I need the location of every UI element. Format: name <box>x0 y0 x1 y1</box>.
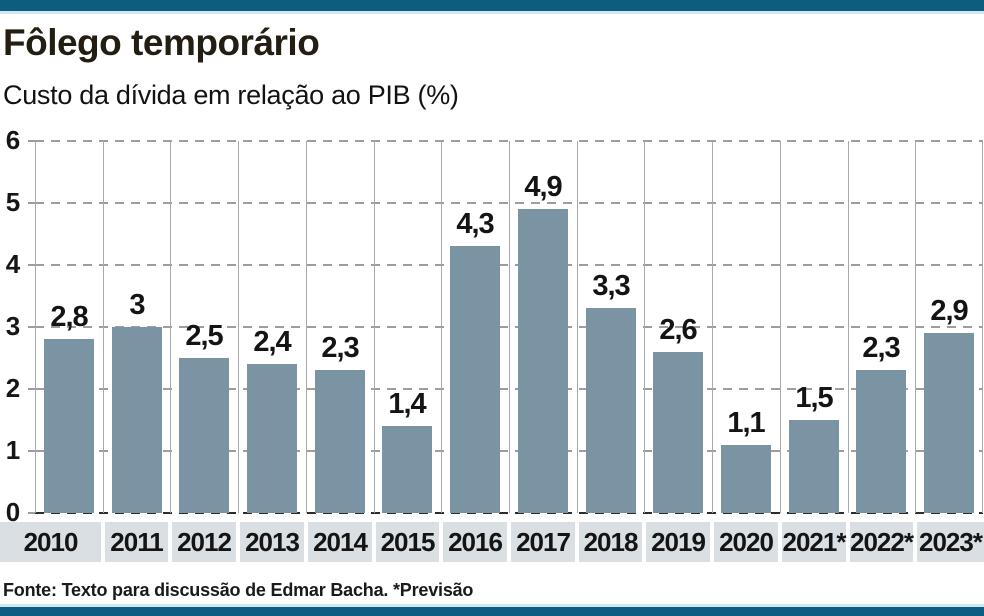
column-separator-line <box>780 141 781 513</box>
column-separator-line <box>170 141 171 513</box>
y-axis-label: 1 <box>5 435 21 465</box>
x-axis-label-2021: 2021* <box>782 522 846 562</box>
y-tick <box>28 512 35 514</box>
x-axis-label-2011: 2011 <box>105 522 168 562</box>
bar-value-label: 4,9 <box>524 171 562 203</box>
y-axis-label: 3 <box>5 311 21 341</box>
bar-value-label: 1,4 <box>388 388 426 420</box>
bar-2022 <box>856 370 906 513</box>
chart-subtitle: Custo da dívida em relação ao PIB (%) <box>3 80 459 110</box>
bar-2017 <box>518 209 568 513</box>
y-tick <box>28 140 35 142</box>
y-axis-label: 4 <box>5 249 21 279</box>
x-axis-label-2022: 2022* <box>850 522 914 562</box>
bar-2014 <box>315 370 365 513</box>
column-separator-line <box>644 141 645 513</box>
x-axis-label-2017: 2017 <box>511 522 575 562</box>
bar-2023 <box>924 333 974 513</box>
column-separator-line <box>509 141 510 513</box>
x-axis-label-2019: 2019 <box>646 522 710 562</box>
bar-2011 <box>112 327 162 513</box>
chart-title: Fôlego temporário <box>3 22 320 63</box>
x-axis-label-2012: 2012 <box>172 522 236 562</box>
column-separator-line <box>238 141 239 513</box>
bar-value-label: 2,5 <box>185 320 223 352</box>
y-axis-label: 5 <box>5 187 21 217</box>
y-axis-line <box>35 141 36 513</box>
source-note: Fonte: Texto para discussão de Edmar Bac… <box>3 580 474 600</box>
bar-value-label: 1,1 <box>727 407 765 439</box>
column-separator-line <box>103 141 104 513</box>
bar-value-label: 1,5 <box>795 382 833 414</box>
plot-area: 0 1 2 3 4 5 6 2,8 3 2,5 2,4 2,3 1,4 4,3 4,9 3,3 2,6 1,1 1,… <box>6 125 983 527</box>
bar-2020 <box>721 445 771 513</box>
column-separator-line <box>441 141 442 513</box>
x-axis-label-2016: 2016 <box>443 522 507 562</box>
y-tick <box>28 450 35 452</box>
column-separator-line <box>577 141 578 513</box>
y-tick <box>28 264 35 266</box>
top-accent-bar <box>0 0 984 14</box>
bar-value-label: 3,3 <box>592 270 630 302</box>
x-axis-label-2015: 2015 <box>376 522 439 562</box>
column-separator-line <box>915 141 916 513</box>
y-tick <box>28 326 35 328</box>
x-axis-label-2023: 2023* <box>917 522 984 562</box>
y-tick <box>28 388 35 390</box>
bar-value-label: 2,6 <box>659 314 697 346</box>
bar-2018 <box>586 308 636 513</box>
bar-value-label: 3 <box>129 289 145 321</box>
x-axis-band: 2010 2011 2012 2013 2014 2015 2016 2017 2018 2019… <box>0 522 984 562</box>
x-axis-label-2018: 2018 <box>579 522 642 562</box>
bottom-accent-bar <box>0 604 984 616</box>
column-separator-line <box>712 141 713 513</box>
bar-value-label: 4,3 <box>456 208 494 240</box>
bar-2019 <box>653 352 703 513</box>
bar-value-label: 2,8 <box>50 301 88 333</box>
y-axis-label: 6 <box>5 125 21 155</box>
gridline-y0 <box>35 512 983 514</box>
column-separator-line <box>306 141 307 513</box>
x-axis-label-2020: 2020 <box>714 522 778 562</box>
bar-2012 <box>179 358 229 513</box>
y-axis-label: 2 <box>5 373 21 403</box>
bar-value-label: 2,9 <box>930 295 968 327</box>
bar-value-label: 2,3 <box>862 332 900 364</box>
column-separator-line <box>982 141 983 513</box>
column-separator-line <box>848 141 849 513</box>
y-tick <box>28 202 35 204</box>
column-separator-line <box>374 141 375 513</box>
bar-2015 <box>382 426 432 513</box>
bar-2010 <box>44 339 94 513</box>
x-axis-label-2013: 2013 <box>240 522 304 562</box>
x-axis-label-2014: 2014 <box>308 522 372 562</box>
bar-value-label: 2,3 <box>321 332 359 364</box>
x-axis-label-2010: 2010 <box>0 522 101 562</box>
bar-2013 <box>247 364 297 513</box>
y-axis-label: 0 <box>5 497 21 527</box>
bar-2021 <box>789 420 839 513</box>
bar-2016 <box>450 246 500 513</box>
bar-value-label: 2,4 <box>253 326 291 358</box>
